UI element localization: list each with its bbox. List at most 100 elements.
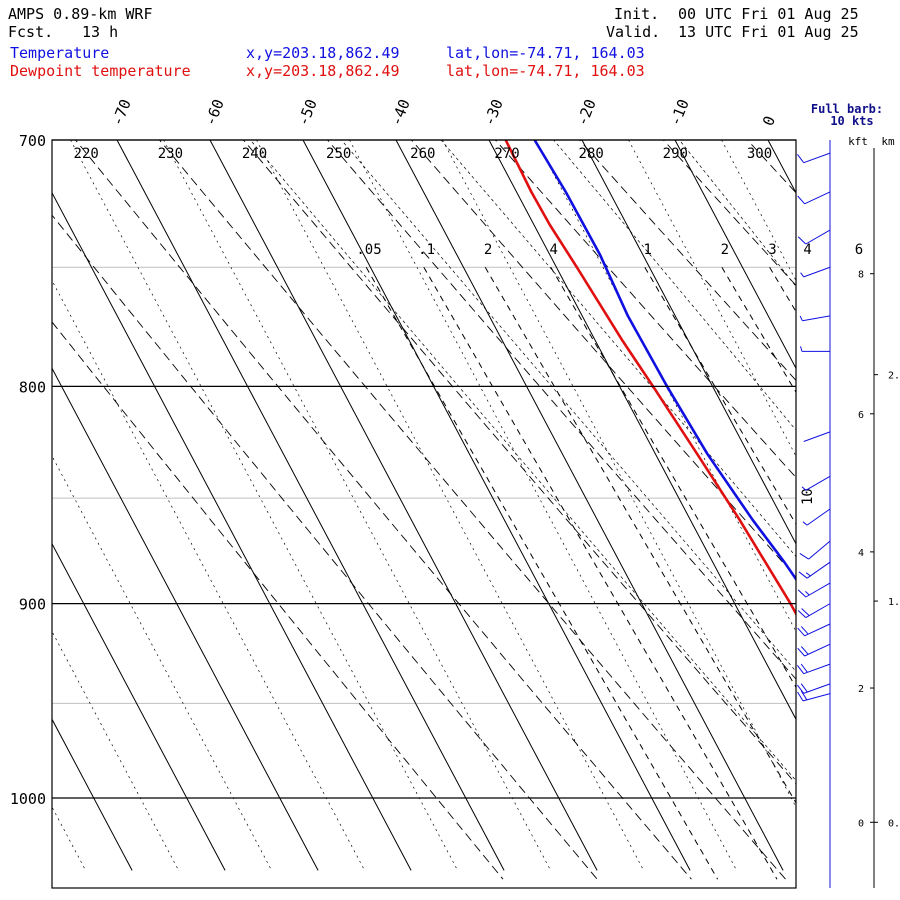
header: AMPS 0.89-km WRF Fcst. 13 h Init. 00 UTC… [0,0,900,84]
isotherm-line [395,140,784,871]
isotherm-line [52,542,226,871]
model-title: AMPS 0.89-km WRF [8,5,153,23]
pressure-tick-label: 1000 [10,790,46,808]
wind-barb-staff [802,315,831,322]
wind-barb-staff [805,582,831,598]
pressure-tick-label: 800 [19,378,46,396]
dry-adiabat-label: 270 [494,146,519,162]
wind-barb [797,683,831,694]
dry-adiabat-line [807,114,900,880]
temperature-tick-label: -20 [573,97,600,129]
wind-barb-flag [797,627,805,637]
wind-barb-flag [797,664,805,675]
plot-frame [51,139,797,889]
valid-time: 13 UTC Fri 01 Aug 25 [678,23,859,41]
dry-adiabat-line [410,140,796,578]
kft-tick-label: 0 [858,818,864,829]
dry-adiabat-line [52,321,504,880]
dry-adiabat-line [326,140,796,680]
mixing-ratio-label: .05 [356,242,381,258]
mixing-ratio-line [550,267,796,689]
wind-barb-staff [808,540,831,560]
dry-adiabat-label: 290 [663,146,688,162]
legend-temperature-name: Temperature [10,44,110,62]
legend-dewpoint-name: Dewpoint temperature [10,62,191,80]
wind-barb [797,582,831,598]
wind-barb-flag [801,608,810,616]
wind-barb-flag [797,589,807,598]
forecast-label: Fcst. [8,23,54,41]
dry-adiabat-label: 250 [326,146,351,162]
wind-barb-staff [803,266,831,278]
wind-barb-flag [798,571,808,579]
wind-barb-staff [802,693,831,702]
wind-barb-half-flag [805,591,810,596]
wind-barb-flag [797,236,807,245]
wind-barb-half-flag [799,315,803,321]
km-tick-label: 2. [888,371,900,382]
moist-adiabat-line [340,140,796,672]
isotherm-line [52,191,412,871]
legend-dewpoint-xy: x,y=203.18,862.49 [246,62,400,80]
wind-barb [797,191,831,205]
wind-barb-staff [805,603,831,619]
wind-barb-staff [806,561,831,579]
isotherm-line [116,140,505,871]
wind-barb-half-flag [805,572,811,577]
mixing-ratio-label: 6 [855,242,863,258]
wind-barb-flag [797,610,807,618]
dry-adiabat-line [578,140,796,382]
wind-barb [797,603,831,619]
mixing-ratio-line [484,267,796,804]
wind-barb [800,346,831,352]
wind-barb-flag [797,195,805,205]
forecast-hour: 13 h [82,23,119,41]
isotherm-line [52,367,319,871]
wind-barb-staff [804,623,831,637]
mixing-ratio-label: 1 [643,242,651,258]
wind-barb [799,315,831,322]
wind-barb [797,152,831,164]
temperature-tick-label: -30 [480,97,507,129]
wind-barb-flag [797,684,805,694]
isotherm-line [581,140,796,545]
wind-barb-flag [797,691,804,702]
dry-adiabat-line [242,140,796,785]
temperature-profile-line [533,140,796,582]
wind-barb-flag [797,154,805,163]
kft-label: kft [848,135,868,148]
thermo-grid [0,114,900,880]
plot-area [52,140,796,888]
mixing-ratio-label: 4 [549,242,557,258]
isotherm-line [302,140,691,871]
dry-adiabat-line [74,140,692,880]
kft-tick-label: 2 [858,684,864,695]
wind-barb [803,431,831,442]
legend-temperature-latlon: lat,lon=-74.71, 164.03 [446,44,645,62]
wind-barb [797,623,831,637]
pressure-tick-label: 700 [19,132,46,150]
isotherm-line [861,140,900,870]
kft-tick-label: 6 [858,410,864,421]
mixing-ratio-line [721,267,796,394]
dry-adiabat-label: 280 [579,146,604,162]
legend-dewpoint-latlon: lat,lon=-74.71, 164.03 [446,62,645,80]
wind-barb-flag [800,690,808,701]
kft-tick-label: 8 [858,270,864,281]
wind-barb-half-flag [802,521,808,526]
wind-barb-flag [799,552,809,560]
isotherm-line [488,140,796,721]
mixing-ratio-line [805,267,900,879]
km-label: km [881,135,895,148]
wind-barb [797,663,831,675]
wind-barb [800,266,831,278]
isotherm-line [52,718,133,871]
isotherm-line [0,140,39,870]
wind-barb [801,475,831,491]
init-label: Init. [614,5,660,23]
dry-adiabat-label: 300 [747,146,772,162]
mixing-ratio-line [423,267,778,880]
wind-barb-half-flag [800,346,803,352]
wind-barb-staff [805,475,831,491]
wind-barb-staff [803,663,831,675]
